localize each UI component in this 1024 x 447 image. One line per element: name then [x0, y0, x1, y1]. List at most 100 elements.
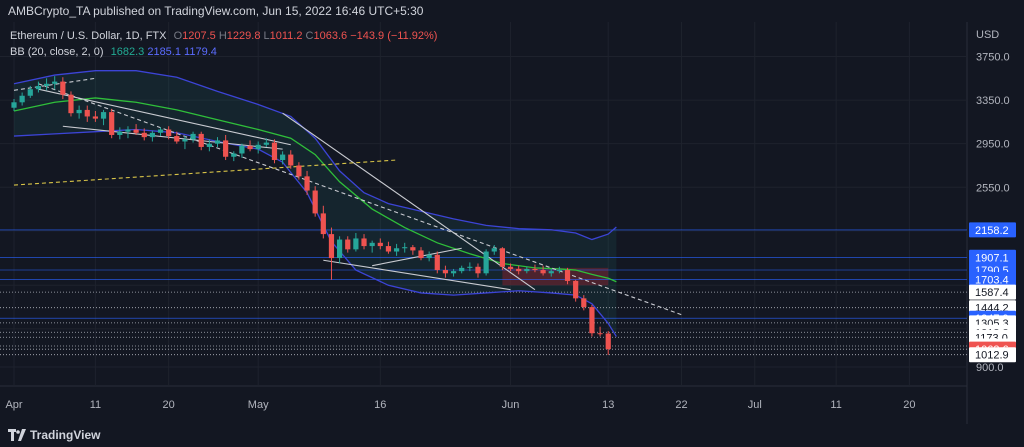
level-tag [969, 222, 1016, 238]
time-axis: Apr 11 20 May 16 Jun 13 22 Jul 11 20 [5, 399, 915, 411]
candle-body [573, 280, 579, 299]
candle-body [499, 248, 505, 267]
candle [483, 249, 489, 276]
candle [556, 266, 562, 274]
candle [100, 109, 107, 126]
candle [68, 91, 74, 117]
candle [76, 105, 82, 119]
candle [247, 140, 253, 152]
candle-body [214, 140, 221, 144]
x-tick-label: Jun [502, 399, 520, 411]
high-label: H [218, 30, 227, 42]
candle-body [353, 238, 359, 250]
candle-body [141, 132, 147, 138]
y-tick-label: 3350.0 [976, 95, 1010, 107]
candle [337, 236, 343, 264]
candle-body [337, 239, 343, 259]
candle [516, 265, 522, 275]
candle [182, 136, 188, 150]
candle [223, 134, 229, 161]
candle-body [402, 247, 408, 249]
candle-body [475, 266, 481, 274]
candle [125, 126, 131, 139]
candle-body [109, 112, 115, 135]
candle-body [52, 81, 58, 84]
candle [149, 130, 155, 142]
candle-body [483, 251, 489, 274]
candle-body [345, 239, 351, 250]
candle [27, 85, 33, 98]
candles [11, 76, 611, 355]
x-tick-label: 13 [602, 399, 614, 411]
y-tick-label: 2550.0 [976, 182, 1010, 194]
candle [581, 295, 587, 311]
price-chart[interactable]: USD 900.0 2550.0 2950.0 3350.0 3750.0 2158.2 19… [0, 22, 1024, 424]
x-tick-label: 20 [163, 399, 175, 411]
candle-body [328, 234, 335, 259]
level-label: 1907.1 [975, 252, 1009, 264]
trendline [282, 112, 536, 291]
candle [467, 262, 473, 272]
candle-body [548, 271, 554, 274]
y-tick-label: 2950.0 [976, 139, 1010, 151]
y-tick-label: 3750.0 [976, 52, 1010, 64]
candle [524, 266, 530, 274]
candle-body [206, 143, 212, 147]
axis-currency: USD [976, 29, 999, 41]
level-label: 1587.4 [975, 287, 1009, 299]
grid-lines [0, 22, 967, 386]
candle [35, 81, 42, 93]
level-tag [969, 271, 1016, 287]
candle-body [434, 254, 440, 271]
low-label: L [263, 30, 270, 42]
x-tick-label: 20 [903, 399, 915, 411]
candle [589, 304, 595, 337]
candle-body [198, 133, 204, 147]
candle [60, 77, 66, 100]
candle [540, 265, 546, 276]
candle-body [100, 112, 107, 119]
candle [491, 244, 497, 255]
candle [11, 99, 17, 112]
candle-body [581, 298, 587, 308]
open-value: 1207.5 [182, 30, 216, 42]
candle-body [35, 85, 42, 90]
chart-background [0, 22, 1024, 424]
candle [459, 265, 465, 274]
price-axis: USD 900.0 2550.0 2950.0 3350.0 3750.0 2158.2 19… [969, 29, 1016, 374]
candle [605, 331, 611, 355]
candle [304, 170, 310, 195]
candle [296, 162, 302, 180]
candle [320, 205, 326, 239]
candle [312, 186, 318, 217]
candle-body [27, 89, 33, 96]
candle-body [377, 242, 383, 247]
candle-body [223, 140, 229, 157]
candle [263, 138, 269, 147]
candle-body [426, 254, 432, 259]
candle [369, 240, 375, 253]
candle-body [239, 145, 245, 154]
indicator-legend[interactable]: BB (20, close, 2, 0) 1682.3 2185.1 1179.… [10, 46, 217, 58]
publisher-line: AMBCrypto_TA published on TradingView.co… [8, 4, 424, 18]
candle-body [491, 248, 497, 252]
trendline [13, 159, 397, 186]
candle-body [263, 142, 269, 145]
candle-body [288, 154, 294, 166]
candle-body [125, 129, 131, 132]
candle-body [255, 144, 261, 150]
trendline [323, 259, 511, 291]
symbol-name: Ethereum / U.S. Dollar, 1D, FTX [10, 30, 167, 42]
x-tick-label: 11 [90, 399, 101, 411]
candle-body [564, 270, 571, 281]
bb-lower-value: 1179.4 [184, 46, 217, 58]
candle [385, 241, 392, 254]
candle-body [84, 109, 90, 117]
candle-body [556, 270, 562, 272]
level-label: 2158.2 [975, 225, 1009, 237]
candle-body [157, 129, 164, 133]
candle [117, 127, 123, 140]
candle [280, 151, 286, 165]
candle [418, 247, 424, 261]
candle-body [231, 153, 237, 157]
